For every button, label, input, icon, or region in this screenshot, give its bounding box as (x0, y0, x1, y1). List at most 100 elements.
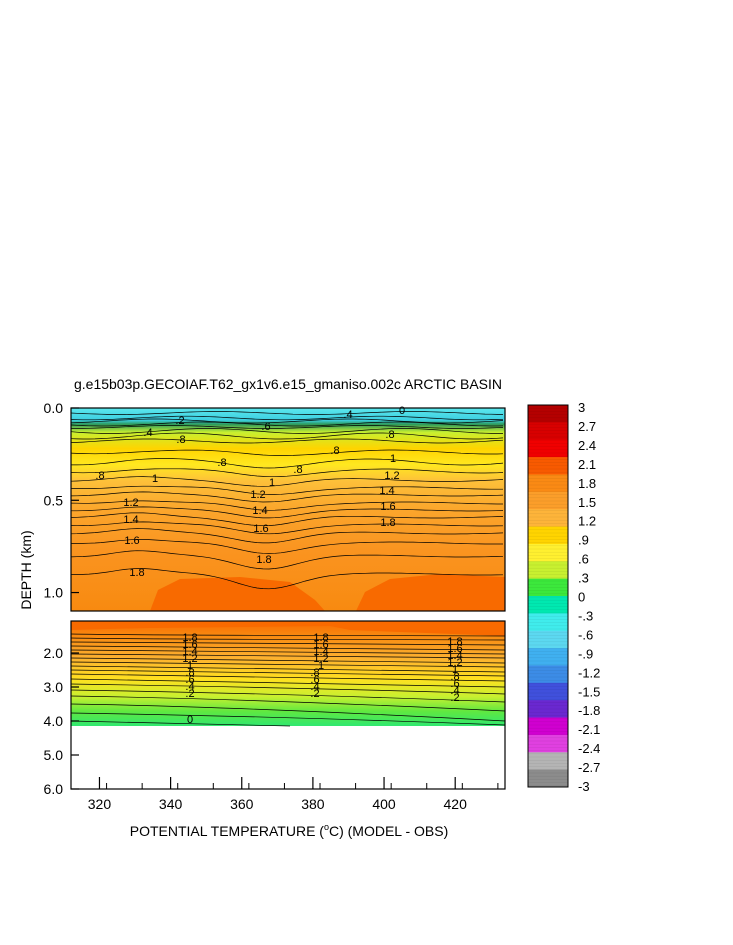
contour-label: 1.6 (380, 501, 395, 513)
contour-line (70, 720, 291, 727)
contour-label: 1.6 (253, 523, 268, 535)
contour-label: .8 (310, 667, 319, 679)
contour-label: .8 (95, 470, 104, 482)
contour-label: .8 (176, 434, 185, 446)
contour-label: .6 (450, 678, 459, 690)
contour-line (70, 421, 504, 427)
contour-label: 1.8 (182, 632, 197, 644)
lower-contour-labels: 1.8 1.8 1.81.6 1.6 1.61.4 1.4 1.41.2 1.2 1.21 1 1.… (182, 632, 462, 726)
contour-label: 1.6 (313, 639, 328, 651)
contour-line (71, 458, 504, 469)
contour-label: 1.8 (256, 554, 271, 566)
contour-line (70, 703, 506, 722)
contour-label: .4 (185, 681, 194, 693)
colorbar-swatch (528, 578, 568, 597)
contour-line (70, 521, 504, 535)
colorbar-label: -1.8 (578, 703, 600, 718)
colorbar-swatch (528, 682, 568, 701)
contour-label: .8 (217, 457, 226, 469)
y-tick-label: 6.0 (44, 781, 64, 797)
contour-label: 1.8 (380, 517, 395, 529)
x-tick-label: 340 (159, 796, 183, 812)
contour-line (70, 661, 506, 668)
colorbar-swatch (528, 665, 568, 684)
contour-line (70, 665, 506, 673)
contour-label: 1.8 (129, 567, 144, 579)
contour-line (71, 425, 504, 429)
contour-line (70, 712, 506, 726)
colorbar-label: 0 (578, 590, 585, 605)
y-axis: 0.0 0.5 1.0 2.0 3.0 4.0 5.0 6.0 (44, 400, 79, 797)
contour-label: 1.2 (123, 497, 138, 509)
chart-title: g.e15b03p.GECOIAF.T62_gx1v6.e15_gmaniso.… (74, 376, 502, 392)
lower-panel-frame (70, 620, 506, 790)
contour-label: .4 (143, 427, 152, 439)
contour-label: .6 (185, 674, 194, 686)
colorbar-swatch (528, 700, 568, 719)
contour-line (70, 669, 506, 677)
contour-label: 1.6 (447, 643, 462, 655)
colorbar-swatch (528, 648, 568, 666)
colorbar-label: -.6 (578, 627, 593, 642)
colorbar-label: 2.1 (578, 457, 596, 472)
contour-label: 1.8 (447, 636, 462, 648)
colorbar-frame (527, 404, 569, 788)
contour-line (70, 683, 506, 695)
colorbar-swatch (528, 752, 568, 771)
contour-label: .2 (450, 692, 459, 704)
colorbar-label: -1.2 (578, 665, 600, 680)
contour-label: 1.2 (182, 653, 197, 665)
contour-label: 1 (452, 664, 458, 676)
colorbar-swatch (528, 509, 568, 528)
colorbar-swatch (528, 422, 568, 441)
contour-label: 1.4 (252, 505, 267, 517)
contour-line (70, 432, 504, 440)
colorbar-label: -1.5 (578, 684, 600, 699)
contour-label: 1.2 (447, 657, 462, 669)
contour-label: 1.2 (384, 470, 399, 482)
contour-line (71, 539, 503, 554)
colorbar-label: 2.4 (578, 438, 596, 453)
colorbar-label: 1.2 (578, 514, 596, 529)
contour-line (70, 438, 504, 444)
colorbar-label: -2.7 (578, 760, 600, 775)
contour-line (70, 649, 506, 655)
contour-line (70, 411, 504, 415)
x-tick-label: 380 (301, 796, 325, 812)
colorbar-swatch (528, 717, 568, 736)
colorbar-label: 1.8 (578, 476, 596, 491)
contour-label: .6 (310, 674, 319, 686)
contour-label: 0 (187, 714, 193, 726)
colorbar-label: -3 (578, 779, 590, 794)
colorbar-label: 3 (578, 400, 585, 415)
x-axis-label-tail: C) (MODEL - OBS) (329, 823, 448, 839)
contour-line (70, 528, 504, 544)
contour-line (70, 468, 504, 478)
colorbar-swatch (528, 457, 568, 475)
upper-panel: .4 .2 0 .4 .6 .8 .8 .8 .8 .8 .8 1 1 1 1.2 1.2 1.2 1.4 1.4 1… (70, 405, 506, 612)
contour-line (70, 645, 506, 651)
x-axis-label: POTENTIAL TEMPERATURE (oC) (MODEL - OBS) (130, 822, 449, 839)
contour-line (70, 428, 503, 434)
contour-label: .4 (450, 685, 459, 697)
contour-label: .8 (385, 429, 394, 441)
contour-label: 1.4 (447, 650, 462, 662)
colorbar-swatch (528, 474, 568, 493)
contour-label: 1.4 (123, 514, 138, 526)
upper-panel-frame (70, 407, 506, 612)
contour-label: 1.4 (379, 485, 394, 497)
contour-line (70, 476, 504, 487)
y-tick-label: 0.0 (44, 400, 64, 416)
x-tick-label: 360 (230, 796, 254, 812)
colorbar-label: .9 (578, 533, 589, 548)
contour-label: 1.6 (124, 535, 139, 547)
contour-label: 1.8 (313, 632, 328, 644)
colorbar-label: -2.1 (578, 722, 600, 737)
colorbar-swatch (528, 613, 568, 632)
contour-label: .6 (261, 421, 270, 433)
contour-label: .8 (185, 667, 194, 679)
colorbar-swatch (528, 439, 568, 458)
contour-line (70, 500, 503, 511)
y-tick-label: 5.0 (44, 747, 64, 763)
